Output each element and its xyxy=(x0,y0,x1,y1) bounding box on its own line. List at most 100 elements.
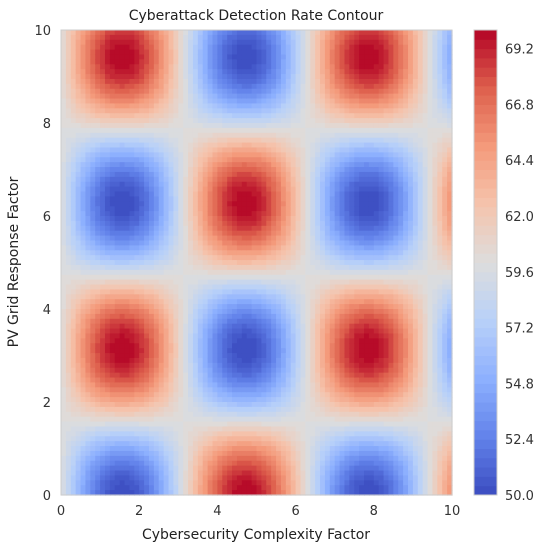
contour-cell xyxy=(95,421,101,428)
contour-cell xyxy=(134,304,140,310)
contour-cell xyxy=(217,304,223,310)
contour-cell xyxy=(310,142,316,149)
contour-cell xyxy=(134,74,140,80)
contour-cell xyxy=(222,338,228,344)
contour-cell xyxy=(70,59,77,65)
contour-cell xyxy=(158,274,165,281)
contour-cell xyxy=(261,78,267,85)
contour-cell xyxy=(168,83,175,90)
contour-cell xyxy=(222,216,228,222)
contour-cell xyxy=(236,485,243,491)
contour-cell xyxy=(285,411,292,418)
contour-cell xyxy=(251,426,258,432)
contour-cell xyxy=(256,480,262,486)
contour-cell xyxy=(212,406,218,413)
contour-cell xyxy=(290,260,297,266)
contour-cell xyxy=(65,294,72,300)
contour-cell xyxy=(61,436,67,442)
contour-cell xyxy=(212,411,218,418)
contour-cell xyxy=(139,64,145,70)
contour-cell xyxy=(217,416,223,423)
contour-cell xyxy=(85,137,91,144)
contour-cell xyxy=(241,211,248,217)
contour-cell xyxy=(173,372,179,379)
contour-cell xyxy=(305,93,311,100)
contour-cell xyxy=(192,318,199,325)
contour-cell xyxy=(158,74,165,80)
contour-cell xyxy=(197,387,204,393)
contour-cell xyxy=(183,196,189,202)
contour-cell xyxy=(246,103,253,109)
contour-cell xyxy=(217,450,223,457)
contour-cell xyxy=(61,416,67,423)
contour-cell xyxy=(222,220,228,227)
contour-cell xyxy=(61,147,67,153)
contour-cell xyxy=(95,470,101,477)
contour-cell xyxy=(80,318,87,325)
contour-cell xyxy=(256,147,262,153)
contour-cell xyxy=(65,377,72,384)
contour-cell xyxy=(285,147,292,153)
contour-cell xyxy=(276,142,282,149)
contour-cell xyxy=(197,485,204,491)
contour-cell xyxy=(134,338,140,344)
contour-cell xyxy=(100,118,106,124)
contour-cell xyxy=(153,171,160,178)
contour-cell xyxy=(85,269,91,276)
contour-cell xyxy=(80,490,87,496)
contour-cell xyxy=(100,377,106,384)
contour-cell xyxy=(217,83,223,90)
contour-cell xyxy=(129,333,135,339)
contour-cell xyxy=(285,343,292,349)
contour-cell xyxy=(158,353,165,359)
contour-cell xyxy=(109,176,116,183)
contour-cell xyxy=(241,304,248,310)
contour-cell xyxy=(188,245,194,251)
contour-cell xyxy=(183,260,189,266)
contour-cell xyxy=(114,367,121,374)
contour-cell xyxy=(158,269,165,276)
contour-cell xyxy=(129,54,135,60)
contour-cell xyxy=(232,269,238,276)
contour-cell xyxy=(188,465,194,472)
contour-cell xyxy=(119,181,126,188)
contour-cell xyxy=(241,123,248,129)
contour-cell xyxy=(207,250,214,256)
contour-cell xyxy=(148,49,155,56)
contour-cell xyxy=(144,406,150,413)
contour-cell xyxy=(217,220,223,227)
contour-cell xyxy=(134,318,140,325)
contour-cell xyxy=(104,421,111,428)
contour-cell xyxy=(227,465,233,472)
contour-cell xyxy=(158,225,165,232)
contour-cell xyxy=(266,171,272,178)
contour-cell xyxy=(280,78,287,85)
contour-cell xyxy=(104,338,111,344)
contour-cell xyxy=(217,39,223,46)
contour-cell xyxy=(222,83,228,90)
contour-cell xyxy=(251,191,258,198)
contour-cell xyxy=(153,103,160,109)
contour-cell xyxy=(232,313,238,320)
contour-cell xyxy=(129,103,135,109)
contour-cell xyxy=(207,387,214,393)
contour-cell xyxy=(163,78,170,85)
contour-cell xyxy=(144,426,150,432)
contour-cell xyxy=(134,406,140,413)
contour-cell xyxy=(251,255,258,261)
contour-cell xyxy=(144,284,150,291)
contour-cell xyxy=(168,147,175,153)
contour-cell xyxy=(236,64,243,70)
contour-cell xyxy=(285,431,292,437)
contour-cell xyxy=(276,343,282,349)
contour-cell xyxy=(144,411,150,418)
contour-cell xyxy=(266,387,272,393)
contour-cell xyxy=(144,88,150,95)
contour-cell xyxy=(236,480,243,486)
contour-cell xyxy=(124,343,131,349)
contour-cell xyxy=(80,387,87,393)
contour-cell xyxy=(100,333,106,339)
contour-cell xyxy=(129,446,135,452)
contour-cell xyxy=(241,74,248,80)
contour-cell xyxy=(124,88,131,95)
